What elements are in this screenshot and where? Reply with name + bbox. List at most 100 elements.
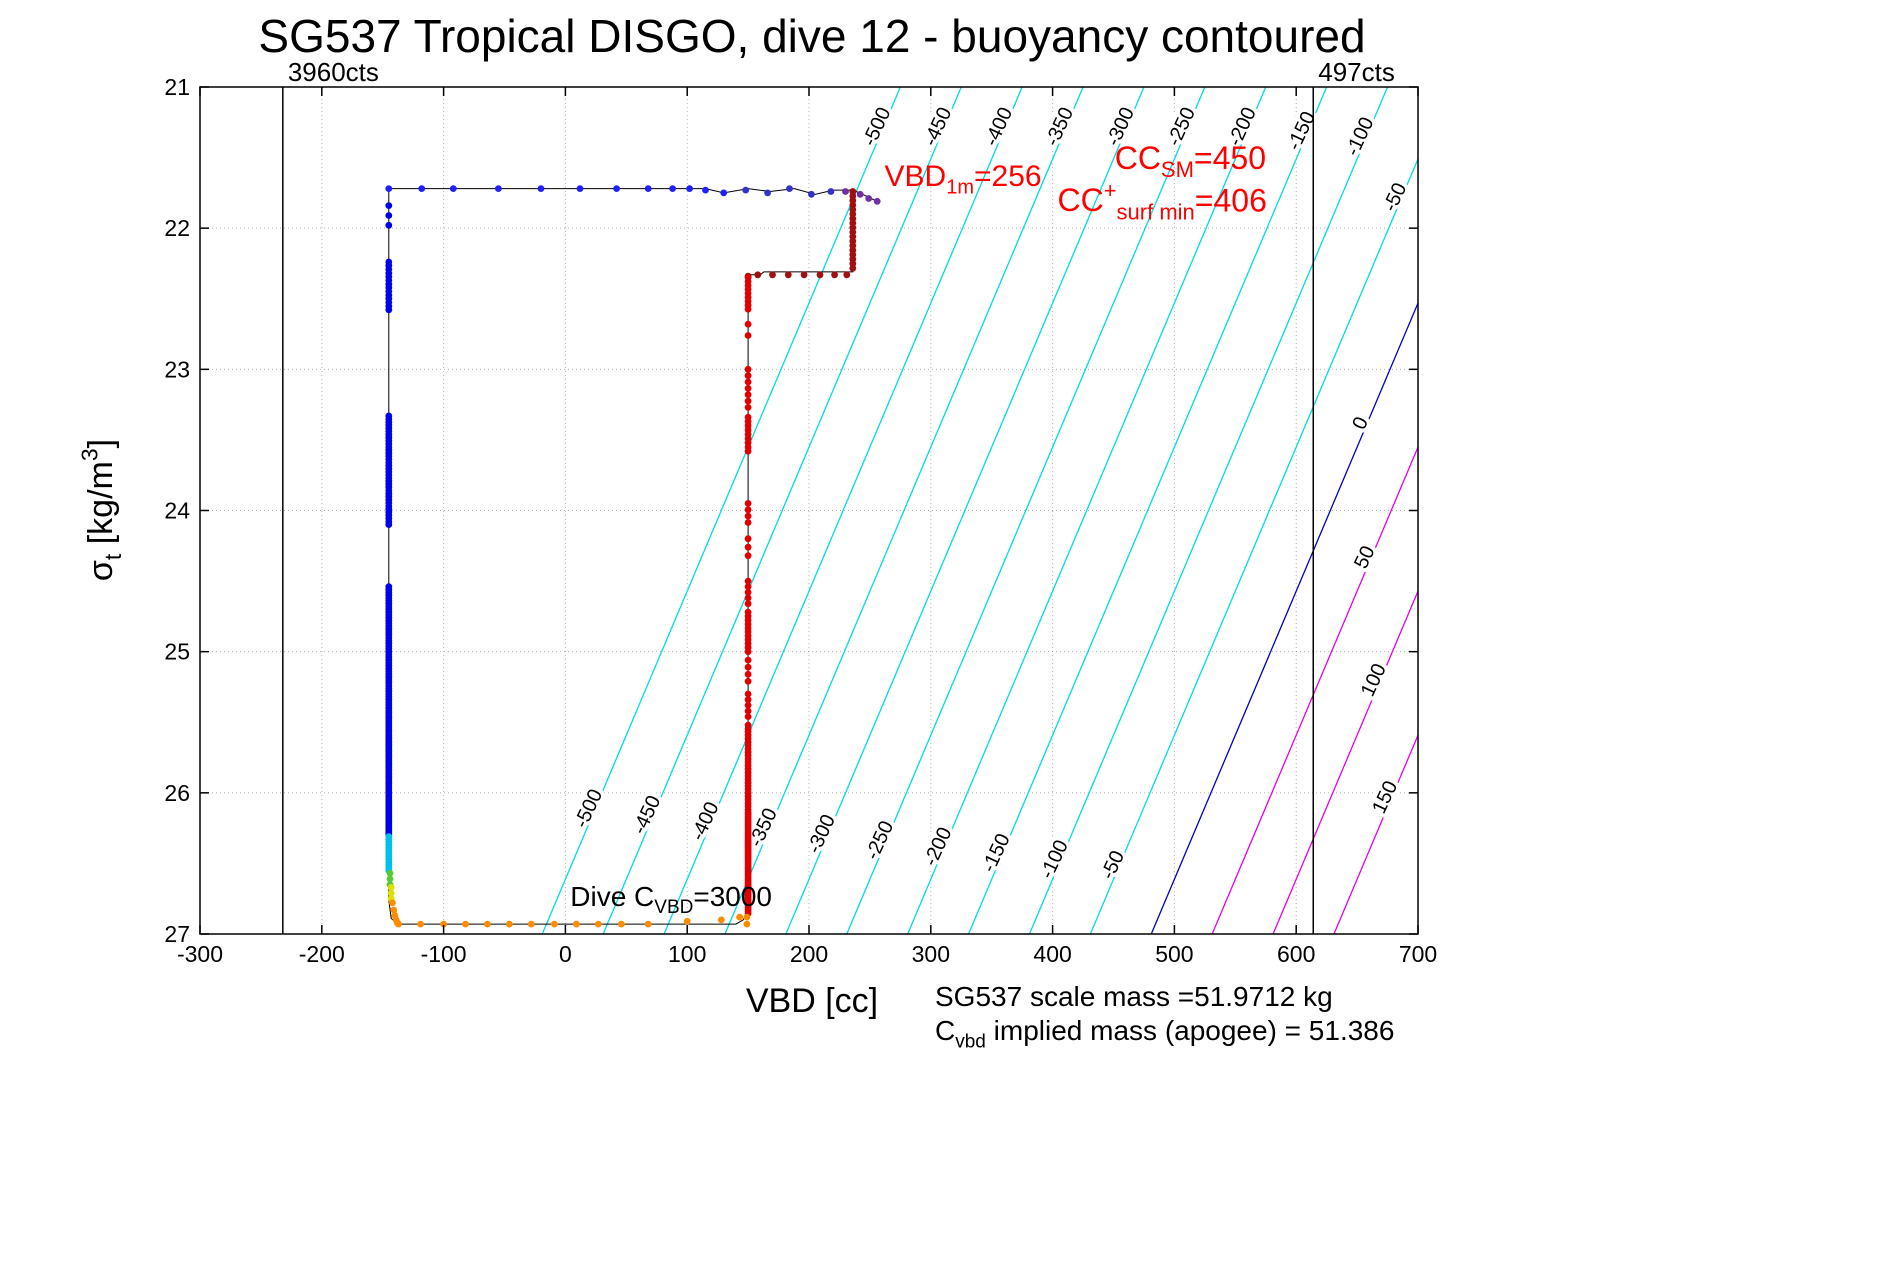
x-tick-label: 200	[790, 941, 828, 967]
counts-label: 3960cts	[288, 57, 379, 87]
left-column-orange-bend	[389, 899, 396, 907]
bottom-row-orange	[506, 920, 513, 928]
right-column-red	[744, 552, 752, 560]
apogee-row-darkred	[784, 271, 792, 279]
right-column-red	[744, 696, 752, 704]
apogee-row-darkred	[754, 271, 762, 279]
left-column-blue	[385, 212, 393, 219]
y-tick-label: 24	[164, 498, 190, 524]
right-column-red	[744, 320, 752, 328]
chart-title: SG537 Tropical DISGO, dive 12 - buoyancy…	[258, 10, 1365, 62]
right-column-red	[744, 707, 752, 715]
contour-line--500	[541, 86, 901, 935]
right-column-red	[744, 385, 752, 392]
counts-label: 497cts	[1318, 57, 1395, 87]
apogee-column-darkred	[849, 264, 857, 272]
left-column-blue	[385, 202, 393, 210]
y-axis-label-part: t	[100, 553, 126, 560]
annotation-cc-sm-part: CC	[1115, 140, 1161, 176]
surface-row-blue	[686, 185, 693, 193]
x-axis-label: VBD [cc]	[746, 982, 878, 1020]
contour-label--450: -450	[919, 104, 956, 150]
scale-mass-text: SG537 scale mass =51.9712 kg	[935, 981, 1333, 1012]
right-column-red	[744, 372, 752, 380]
x-tick-label: -300	[177, 941, 223, 967]
bottom-row-orange	[440, 920, 447, 928]
y-tick-label: 22	[164, 215, 190, 241]
contour-line-150	[1333, 734, 1419, 935]
bottom-row-orange	[717, 916, 725, 924]
x-tick-label: 0	[559, 941, 572, 967]
left-column-blue	[385, 521, 393, 528]
x-tick-label: 500	[1155, 941, 1193, 967]
surface-row-blue	[449, 185, 457, 193]
contour-label--400: -400	[687, 799, 724, 845]
x-tick-label: -100	[421, 941, 467, 967]
right-column-red	[744, 365, 752, 373]
surface-row-transition	[827, 188, 835, 195]
right-column-base-orange	[743, 913, 751, 921]
contour-label--150: -150	[978, 830, 1015, 876]
y-tick-label: 27	[164, 921, 190, 947]
right-column-red	[744, 677, 752, 685]
surface-row-blue	[418, 185, 426, 193]
contour-label--500: -500	[570, 786, 607, 832]
x-tick-label: 400	[1033, 941, 1071, 967]
contour-label-0: 0	[1348, 414, 1373, 433]
x-tick-label: 300	[912, 941, 950, 967]
surface-row-blue	[669, 185, 676, 193]
right-column-red	[744, 512, 752, 520]
y-tick-label: 21	[164, 74, 190, 100]
surface-row-blue	[613, 185, 620, 193]
surface-purple	[873, 197, 881, 205]
contour-label--450: -450	[629, 792, 666, 838]
y-tick-label: 26	[164, 780, 190, 806]
bottom-row-orange	[644, 920, 652, 928]
left-column-blue	[385, 306, 393, 314]
bottom-row-orange	[736, 913, 743, 921]
left-column-orange-bend	[390, 906, 398, 914]
surface-purple	[865, 195, 873, 202]
y-tick-label: 23	[164, 356, 190, 382]
annotation-cc-surf-min-part: surf min	[1117, 200, 1195, 225]
left-column-blue	[385, 221, 393, 229]
implied-mass-text-part: vbd	[955, 1031, 986, 1052]
contour-line--350	[724, 86, 1084, 935]
surface-row-blue	[720, 189, 728, 197]
contour-label--500: -500	[859, 104, 896, 150]
contour-line-100	[1272, 590, 1419, 935]
right-column-red	[744, 447, 752, 455]
right-column-red	[744, 600, 752, 608]
annotation-vbd-1m-part: 1m	[946, 177, 974, 199]
right-column-red	[744, 663, 752, 671]
contour-label--400: -400	[980, 104, 1017, 150]
contour-label--100: -100	[1342, 114, 1379, 160]
surface-row-blue	[495, 185, 502, 193]
contour-label--150: -150	[1283, 108, 1320, 154]
dive-track	[388, 188, 878, 925]
annotation-vbd-1m: VBD1m=256	[885, 160, 1042, 199]
annotation-dive-cvbd-part: Dive C	[570, 881, 654, 912]
right-column-red	[744, 506, 752, 514]
right-column-red	[744, 670, 752, 678]
contour-label--250: -250	[861, 818, 898, 864]
surface-row-transition	[764, 189, 771, 197]
y-axis-label: σt [kg/m3]	[77, 439, 126, 581]
grid	[200, 87, 1418, 934]
right-column-red	[744, 648, 752, 656]
annotation-cc-surf-min-part: CC	[1057, 182, 1103, 218]
annotation-cc-surf-min: CC+surf min=406	[1057, 178, 1266, 225]
annotation-cc-surf-min-part: +	[1104, 178, 1117, 203]
apogee-row-darkred	[843, 271, 851, 279]
bottom-row-orange	[417, 920, 424, 928]
right-column-red	[744, 305, 752, 313]
surface-row-transition	[742, 186, 750, 194]
x-tick-label: 600	[1277, 941, 1315, 967]
contour-line--200	[907, 86, 1267, 935]
implied-mass-text-part: implied mass (apogee) = 51.386	[986, 1015, 1395, 1046]
bottom-row-orange	[527, 920, 535, 928]
bottom-row-orange	[484, 920, 491, 928]
implied-mass-text: Cvbd implied mass (apogee) = 51.386	[935, 1015, 1394, 1052]
surface-purple	[842, 188, 849, 195]
left-column-orange-bend	[393, 919, 401, 927]
